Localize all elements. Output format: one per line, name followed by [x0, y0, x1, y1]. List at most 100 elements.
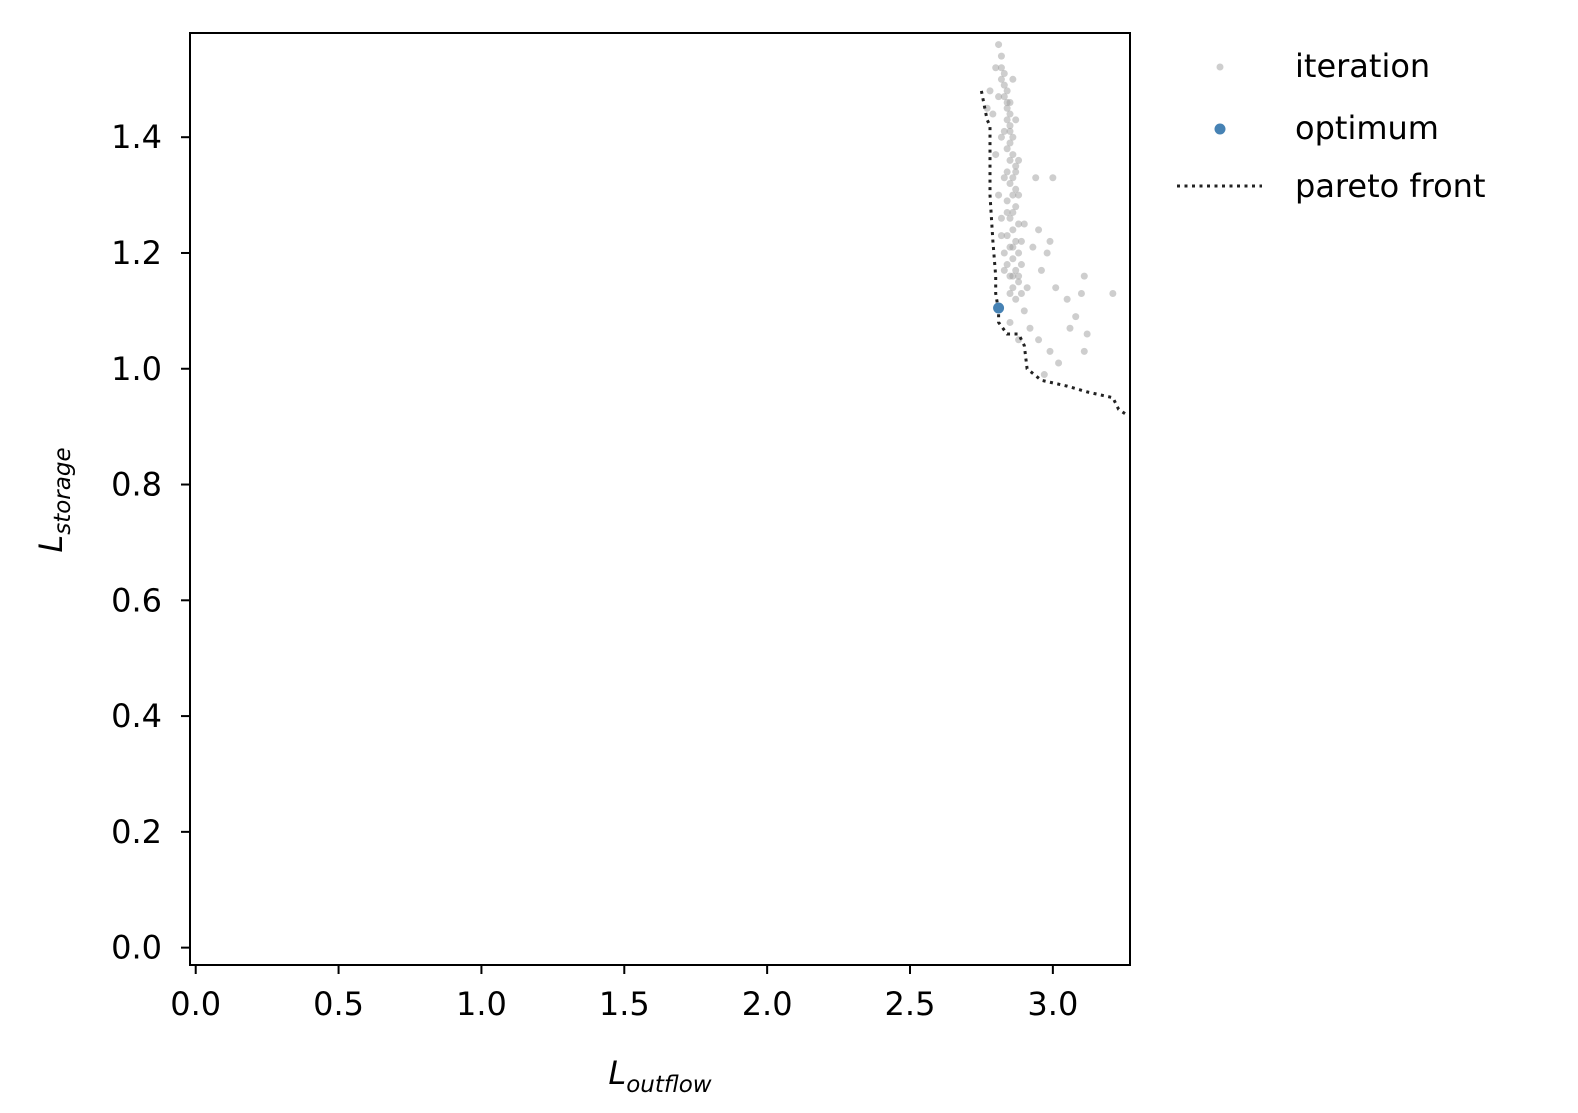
- iteration-point: [1080, 272, 1088, 280]
- iteration-point: [1017, 261, 1025, 269]
- iteration-point: [1000, 70, 1008, 78]
- iteration-point: [1000, 249, 1008, 257]
- legend-pareto-front-label: pareto front: [1295, 167, 1485, 205]
- iteration-point: [1026, 324, 1034, 332]
- iteration-point: [1012, 237, 1020, 245]
- y-tick-label: 1.2: [111, 234, 162, 272]
- iteration-point: [989, 110, 997, 118]
- iteration-point: [1003, 232, 1011, 240]
- y-axis-label-sub: storage: [50, 447, 76, 534]
- iteration-point: [1006, 156, 1014, 164]
- iteration-point: [1003, 87, 1011, 95]
- iteration-point: [1012, 266, 1020, 274]
- legend-optimum-label: optimum: [1295, 109, 1439, 147]
- iteration-point: [1009, 191, 1017, 199]
- iteration-point: [1012, 203, 1020, 211]
- iteration-point: [1037, 266, 1045, 274]
- iteration-point: [1009, 151, 1017, 159]
- iteration-point: [1017, 289, 1025, 297]
- iteration-point: [1009, 255, 1017, 263]
- iteration-point: [1009, 208, 1017, 216]
- iteration-point: [1046, 237, 1054, 245]
- iteration-point: [1003, 197, 1011, 205]
- iteration-point: [995, 191, 1003, 199]
- iteration-point: [1003, 145, 1011, 153]
- legend: iteration optimum pareto front: [1177, 47, 1485, 205]
- iteration-point: [1015, 249, 1023, 257]
- iteration-point: [1083, 330, 1091, 338]
- iteration-point: [1000, 266, 1008, 274]
- x-tick-label: 3.0: [1027, 985, 1078, 1023]
- pareto-front-line: [979, 90, 1128, 417]
- iteration-point: [1006, 122, 1014, 130]
- x-tick-label: 0.0: [170, 985, 221, 1023]
- y-tick-label: 1.4: [111, 118, 162, 156]
- iteration-point: [1029, 243, 1037, 251]
- iteration-point: [1072, 313, 1080, 321]
- optimum-point: [993, 302, 1005, 314]
- y-axis-label: Lstorage: [32, 447, 76, 552]
- legend-iteration-marker: [1216, 63, 1224, 71]
- y-axis: 0.0 0.2 0.4 0.6 0.8 1.0 1.2 1.4: [111, 118, 190, 967]
- x-tick-label: 0.5: [313, 985, 364, 1023]
- iteration-point: [1006, 214, 1014, 222]
- iteration-point: [992, 64, 1000, 72]
- iteration-point: [1046, 347, 1054, 355]
- iteration-point: [1009, 174, 1017, 182]
- iteration-point: [1052, 284, 1060, 292]
- y-tick-label: 0.4: [111, 697, 162, 735]
- iteration-point: [1035, 336, 1043, 344]
- iteration-point: [1006, 127, 1014, 135]
- plot-area: [189, 32, 1131, 966]
- iteration-point: [1020, 220, 1028, 228]
- iteration-point: [1006, 180, 1014, 188]
- iteration-point: [1035, 226, 1043, 234]
- iteration-point: [1066, 324, 1074, 332]
- x-axis-label: Loutflow: [608, 1054, 711, 1098]
- iteration-point: [1015, 191, 1023, 199]
- x-axis-label-main: L: [608, 1054, 626, 1092]
- x-tick-label: 2.0: [742, 985, 793, 1023]
- y-axis-label-main: L: [32, 535, 70, 553]
- y-tick-label: 1.0: [111, 350, 162, 388]
- iteration-point: [997, 133, 1005, 141]
- iteration-point: [997, 64, 1005, 72]
- iteration-point: [1012, 168, 1020, 176]
- iteration-point: [1006, 318, 1014, 326]
- iteration-point: [1012, 162, 1020, 170]
- iteration-point: [1003, 261, 1011, 269]
- iteration-point: [1003, 168, 1011, 176]
- iteration-point: [1003, 116, 1011, 124]
- y-tick-label: 0.2: [111, 813, 162, 851]
- iteration-point: [1003, 104, 1011, 112]
- x-axis-label-sub: outflow: [626, 1072, 712, 1098]
- y-tick-label: 0.6: [111, 581, 162, 619]
- iteration-point: [1012, 116, 1020, 124]
- iteration-point: [995, 41, 1003, 49]
- x-tick-label: 1.5: [599, 985, 650, 1023]
- iteration-point: [1015, 156, 1023, 164]
- iteration-point: [1055, 359, 1063, 367]
- iteration-point: [1009, 133, 1017, 141]
- iteration-point: [1003, 208, 1011, 216]
- iteration-point: [986, 87, 994, 95]
- x-axis: 0.0 0.5 1.0 1.5 2.0 2.5 3.0: [170, 965, 1078, 1023]
- iteration-point: [1080, 347, 1088, 355]
- iteration-point: [1000, 93, 1008, 101]
- iteration-point: [1012, 295, 1020, 303]
- iteration-point: [1109, 289, 1117, 297]
- iteration-point: [1006, 98, 1014, 106]
- y-tick-label: 0.0: [111, 929, 162, 967]
- iteration-point: [1012, 185, 1020, 193]
- iteration-point: [1009, 272, 1017, 280]
- plot-marks: [979, 41, 1128, 417]
- iteration-point: [1043, 249, 1051, 257]
- iteration-point: [1006, 289, 1014, 297]
- iteration-point: [1006, 139, 1014, 147]
- legend-iteration-label: iteration: [1295, 47, 1430, 85]
- iteration-point: [1009, 284, 1017, 292]
- iteration-point: [992, 151, 1000, 159]
- iteration-point: [1000, 81, 1008, 89]
- iteration-point: [995, 93, 1003, 101]
